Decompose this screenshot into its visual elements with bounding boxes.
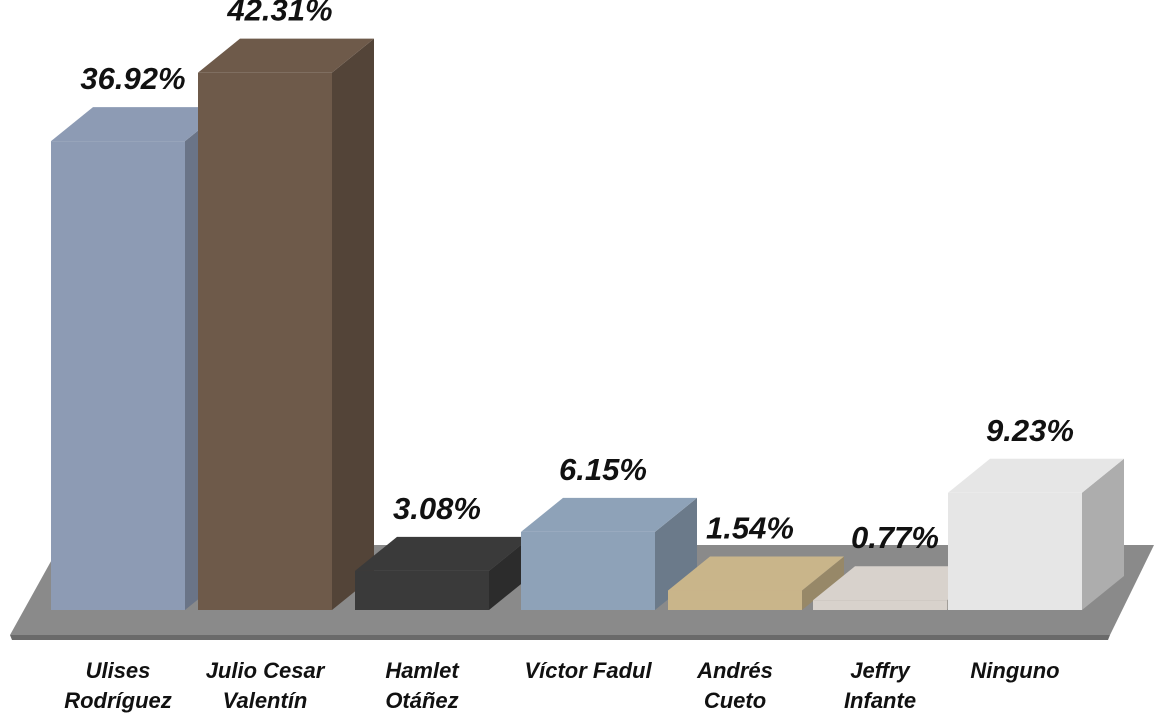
value-label: 0.77% [851, 520, 939, 555]
category-label: Víctor Fadul [503, 656, 673, 686]
category-label: Ninguno [950, 656, 1080, 686]
value-label: 42.31% [226, 0, 332, 28]
bar [521, 532, 655, 610]
bar-side [332, 39, 374, 610]
bar [198, 73, 332, 610]
category-label: Andrés Cueto [680, 656, 790, 716]
chart-canvas: 36.92% 42.31% 3.08% 6.15% 1.54% 0.77% 9.23% [0, 0, 1154, 717]
bar [355, 571, 489, 610]
chart: 36.92% 42.31% 3.08% 6.15% 1.54% 0.77% 9.23% Ul… [0, 0, 1154, 717]
bar [668, 590, 802, 610]
floor-edge [10, 635, 1110, 640]
value-label: 9.23% [986, 413, 1074, 448]
value-label: 3.08% [393, 491, 481, 526]
category-label: Julio Cesar Valentín [183, 656, 348, 716]
category-label: Ulises Rodríguez [43, 656, 193, 716]
bar [813, 600, 947, 610]
category-label: Hamlet Otáñez [367, 656, 477, 716]
value-label: 36.92% [80, 61, 185, 96]
bar [51, 141, 185, 610]
value-label: 6.15% [559, 452, 647, 487]
category-label: Jeffry Infante [825, 656, 935, 716]
value-label: 1.54% [706, 510, 794, 545]
bar [948, 493, 1082, 610]
